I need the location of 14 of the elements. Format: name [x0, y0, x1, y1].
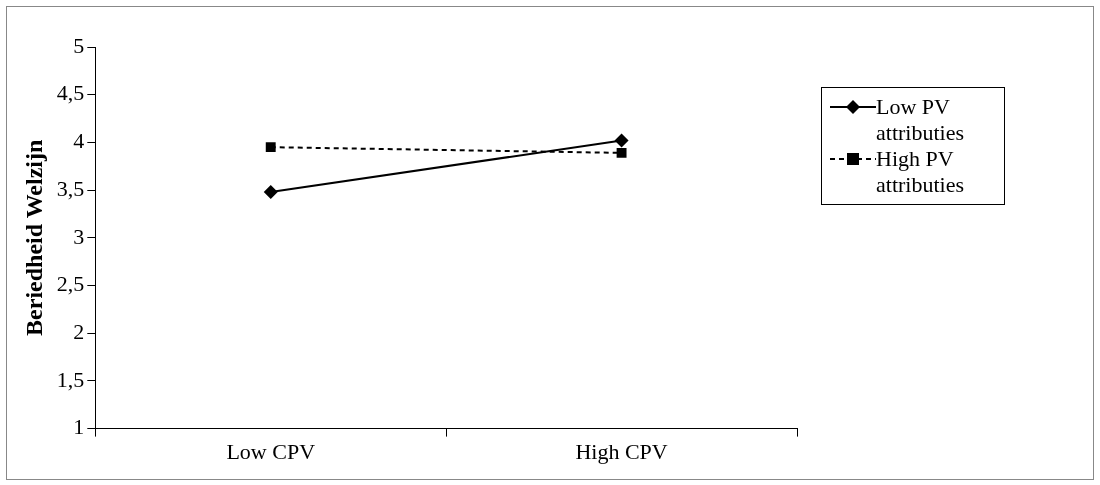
legend-label: Low PV attributies [876, 94, 965, 146]
y-tick-label: 4 [73, 128, 85, 154]
y-tick-label: 1 [73, 414, 85, 440]
x-tick-label: Low CPV [226, 438, 316, 464]
y-tick-label: 3 [73, 223, 85, 249]
y-tick-label: 5 [73, 32, 85, 58]
y-tick-label: 2 [73, 318, 85, 344]
y-tick-label: 4,5 [56, 80, 85, 106]
y-tick-label: 2,5 [56, 271, 85, 297]
legend-label: High PV attributies [876, 146, 965, 198]
y-tick-label: 1,5 [56, 366, 85, 392]
x-tick-label: High CPV [575, 438, 668, 464]
y-axis-title: Beriedheid Welzijn [20, 139, 47, 336]
y-tick-label: 3,5 [56, 175, 85, 201]
